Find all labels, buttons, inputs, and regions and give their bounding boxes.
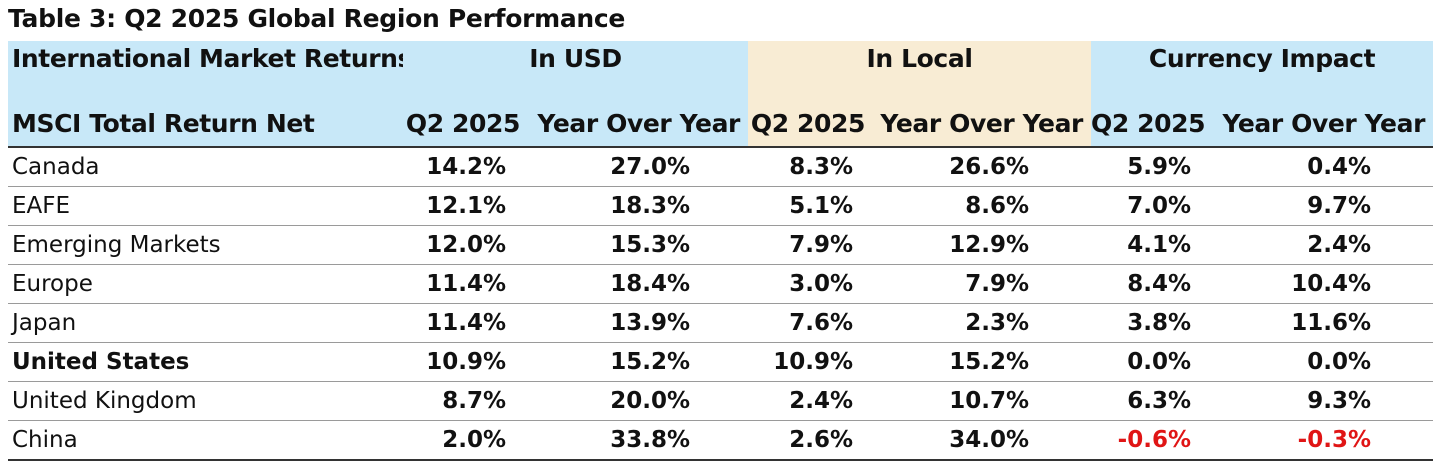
- usd-q2-value: 2.0%: [403, 420, 528, 461]
- table-row: Canada 14.2% 27.0% 8.3% 26.6% 5.9% 0.4%: [8, 147, 1434, 187]
- usd-yoy-value: 18.3%: [528, 186, 748, 226]
- header-usd-q2: Q2 2025: [403, 84, 528, 148]
- header-currency-q2: Q2 2025: [1091, 84, 1213, 148]
- table-row: Emerging Markets 12.0% 15.3% 7.9% 12.9% …: [8, 225, 1434, 265]
- header-local-q2: Q2 2025: [748, 84, 873, 148]
- region-name: Emerging Markets: [8, 225, 403, 265]
- usd-q2-value: 10.9%: [403, 342, 528, 382]
- currency-yoy-value: 2.4%: [1213, 225, 1434, 265]
- table-title: Table 3: Q2 2025 Global Region Performan…: [8, 4, 626, 33]
- currency-yoy-value: -0.3%: [1213, 420, 1434, 461]
- local-q2-value: 7.9%: [748, 225, 873, 265]
- currency-yoy-value: 9.7%: [1213, 186, 1434, 226]
- local-q2-value: 7.6%: [748, 303, 873, 343]
- currency-yoy-value: 0.0%: [1213, 342, 1434, 382]
- region-name: United Kingdom: [8, 381, 403, 421]
- usd-yoy-value: 33.8%: [528, 420, 748, 461]
- table-body: Canada 14.2% 27.0% 8.3% 26.6% 5.9% 0.4% …: [8, 147, 1434, 461]
- local-yoy-value: 26.6%: [873, 147, 1091, 187]
- currency-q2-value: 0.0%: [1091, 342, 1213, 382]
- usd-yoy-value: 27.0%: [528, 147, 748, 187]
- region-name: Canada: [8, 147, 403, 187]
- local-yoy-value: 34.0%: [873, 420, 1091, 461]
- region-name: Europe: [8, 264, 403, 304]
- table-header: International Market Returns In USD In L…: [8, 41, 1434, 148]
- region-name: China: [8, 420, 403, 461]
- local-yoy-value: 12.9%: [873, 225, 1091, 265]
- header-group-currency-impact: Currency Impact: [1091, 41, 1434, 84]
- usd-q2-value: 14.2%: [403, 147, 528, 187]
- usd-yoy-value: 15.2%: [528, 342, 748, 382]
- usd-q2-value: 12.1%: [403, 186, 528, 226]
- region-performance-table: International Market Returns In USD In L…: [8, 41, 1434, 461]
- local-yoy-value: 15.2%: [873, 342, 1091, 382]
- table-row: EAFE 12.1% 18.3% 5.1% 8.6% 7.0% 9.7%: [8, 186, 1434, 226]
- header-currency-yoy: Year Over Year: [1213, 84, 1434, 148]
- usd-yoy-value: 18.4%: [528, 264, 748, 304]
- currency-q2-value: 8.4%: [1091, 264, 1213, 304]
- currency-q2-value: 5.9%: [1091, 147, 1213, 187]
- usd-q2-value: 8.7%: [403, 381, 528, 421]
- table-row: Japan 11.4% 13.9% 7.6% 2.3% 3.8% 11.6%: [8, 303, 1434, 343]
- currency-q2-value: 4.1%: [1091, 225, 1213, 265]
- currency-yoy-value: 11.6%: [1213, 303, 1434, 343]
- local-yoy-value: 2.3%: [873, 303, 1091, 343]
- header-international-market-returns: International Market Returns: [8, 41, 403, 84]
- local-q2-value: 2.4%: [748, 381, 873, 421]
- local-yoy-value: 7.9%: [873, 264, 1091, 304]
- region-name: United States: [8, 342, 403, 382]
- usd-q2-value: 11.4%: [403, 264, 528, 304]
- usd-yoy-value: 13.9%: [528, 303, 748, 343]
- currency-yoy-value: 9.3%: [1213, 381, 1434, 421]
- currency-q2-value: -0.6%: [1091, 420, 1213, 461]
- usd-q2-value: 11.4%: [403, 303, 528, 343]
- header-msci-total-return-net: MSCI Total Return Net: [8, 84, 403, 148]
- local-q2-value: 5.1%: [748, 186, 873, 226]
- table-row: China 2.0% 33.8% 2.6% 34.0% -0.6% -0.3%: [8, 420, 1434, 461]
- table-row: United States 10.9% 15.2% 10.9% 15.2% 0.…: [8, 342, 1434, 382]
- currency-q2-value: 7.0%: [1091, 186, 1213, 226]
- local-q2-value: 3.0%: [748, 264, 873, 304]
- header-group-in-usd: In USD: [403, 41, 748, 84]
- local-yoy-value: 8.6%: [873, 186, 1091, 226]
- usd-q2-value: 12.0%: [403, 225, 528, 265]
- currency-yoy-value: 10.4%: [1213, 264, 1434, 304]
- local-q2-value: 10.9%: [748, 342, 873, 382]
- currency-yoy-value: 0.4%: [1213, 147, 1434, 187]
- header-local-yoy: Year Over Year: [873, 84, 1091, 148]
- region-name: EAFE: [8, 186, 403, 226]
- usd-yoy-value: 15.3%: [528, 225, 748, 265]
- local-yoy-value: 10.7%: [873, 381, 1091, 421]
- header-usd-yoy: Year Over Year: [528, 84, 748, 148]
- local-q2-value: 2.6%: [748, 420, 873, 461]
- region-name: Japan: [8, 303, 403, 343]
- table-row: Europe 11.4% 18.4% 3.0% 7.9% 8.4% 10.4%: [8, 264, 1434, 304]
- usd-yoy-value: 20.0%: [528, 381, 748, 421]
- header-row-columns: MSCI Total Return Net Q2 2025 Year Over …: [8, 84, 1434, 148]
- currency-q2-value: 6.3%: [1091, 381, 1213, 421]
- currency-q2-value: 3.8%: [1091, 303, 1213, 343]
- table-row: United Kingdom 8.7% 20.0% 2.4% 10.7% 6.3…: [8, 381, 1434, 421]
- header-group-in-local: In Local: [748, 41, 1091, 84]
- local-q2-value: 8.3%: [748, 147, 873, 187]
- header-row-groups: International Market Returns In USD In L…: [8, 41, 1434, 84]
